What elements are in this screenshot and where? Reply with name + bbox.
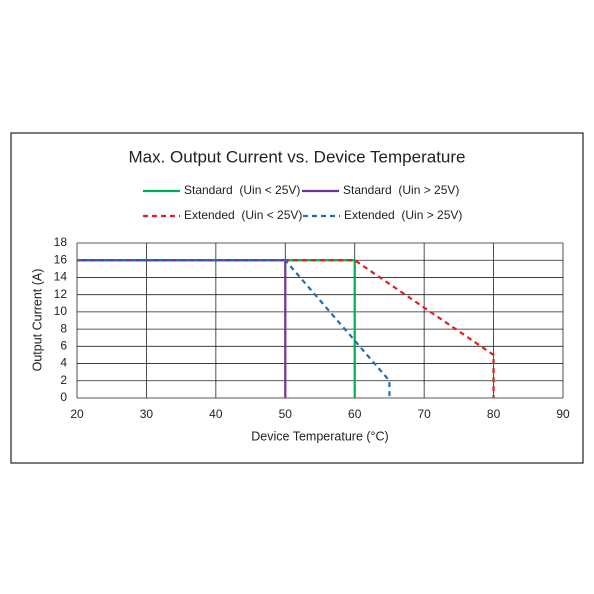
x-tick-label: 50 (279, 407, 293, 421)
legend-label: Standard (Uin < 25V) (184, 183, 300, 197)
chart-frame (10, 132, 584, 464)
chart-title: Max. Output Current vs. Device Temperatu… (129, 147, 466, 166)
x-tick-label: 30 (140, 407, 154, 421)
legend-label: Extended (Uin > 25V) (344, 208, 462, 222)
y-axis-label: Output Current (A) (30, 269, 44, 372)
y-tick-label: 4 (60, 356, 67, 370)
legend-label: Standard (Uin > 25V) (343, 183, 459, 197)
x-tick-label: 60 (348, 407, 362, 421)
y-tick-label: 10 (54, 304, 68, 318)
y-tick-label: 8 (60, 321, 67, 335)
y-tick-label: 6 (60, 339, 67, 353)
x-tick-label: 40 (209, 407, 223, 421)
y-tick-label: 12 (54, 287, 68, 301)
x-tick-label: 70 (417, 407, 431, 421)
y-tick-label: 0 (60, 390, 67, 404)
y-tick-label: 14 (54, 270, 68, 284)
y-tick-label: 18 (54, 235, 68, 249)
x-tick-label: 20 (70, 407, 84, 421)
x-axis-label: Device Temperature (°C) (251, 429, 388, 443)
x-tick-label: 80 (487, 407, 501, 421)
y-tick-label: 16 (54, 252, 68, 266)
legend-label: Extended (Uin < 25V) (184, 208, 302, 222)
y-tick-label: 2 (60, 373, 67, 387)
x-tick-label: 90 (556, 407, 570, 421)
